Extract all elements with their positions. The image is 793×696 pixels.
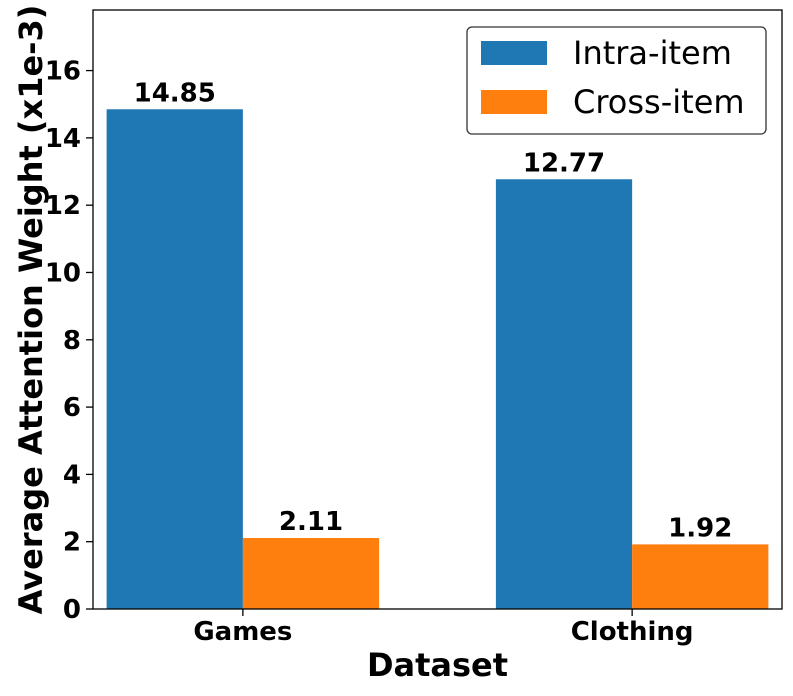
y-axis: 0 2 4 6 8 10 12 14 16 bbox=[45, 57, 93, 625]
y-tick-label: 10 bbox=[45, 258, 81, 288]
plot-frame bbox=[92, 9, 783, 610]
y-tick-label: 14 bbox=[45, 124, 81, 154]
y-tick-label: 8 bbox=[63, 326, 81, 356]
data-label: 1.92 bbox=[668, 513, 732, 543]
legend-swatch-cross-item bbox=[481, 90, 547, 114]
data-label: 2.11 bbox=[279, 507, 343, 537]
y-tick-label: 12 bbox=[45, 191, 81, 221]
legend-label: Intra-item bbox=[573, 34, 732, 72]
bar-cross-item-games bbox=[242, 537, 380, 609]
bar-intra-item-clothing bbox=[495, 179, 633, 609]
y-tick-label: 4 bbox=[63, 460, 81, 490]
bars-layer bbox=[106, 109, 769, 610]
data-label: 14.85 bbox=[134, 78, 216, 108]
y-tick-label: 6 bbox=[63, 393, 81, 423]
y-tick-label: 2 bbox=[63, 528, 81, 558]
y-tick-label: 16 bbox=[45, 57, 81, 87]
x-tick-label: Clothing bbox=[571, 617, 694, 647]
bar-intra-item-games bbox=[106, 109, 243, 610]
y-axis-title: Average Attention Weight (x1e-3) bbox=[12, 5, 50, 615]
bar-cross-item-clothing bbox=[632, 544, 769, 609]
data-label: 12.77 bbox=[523, 148, 605, 178]
x-axis-title: Dataset bbox=[367, 646, 508, 684]
legend-swatch-intra-item bbox=[481, 41, 547, 65]
x-tick-label: Games bbox=[193, 617, 292, 647]
x-axis: Games Clothing bbox=[193, 609, 694, 647]
legend: Intra-item Cross-item bbox=[466, 26, 767, 135]
data-labels-layer: 14.85 12.77 2.11 1.92 bbox=[134, 78, 733, 543]
legend-label: Cross-item bbox=[573, 83, 745, 121]
y-tick-label: 0 bbox=[63, 595, 81, 625]
